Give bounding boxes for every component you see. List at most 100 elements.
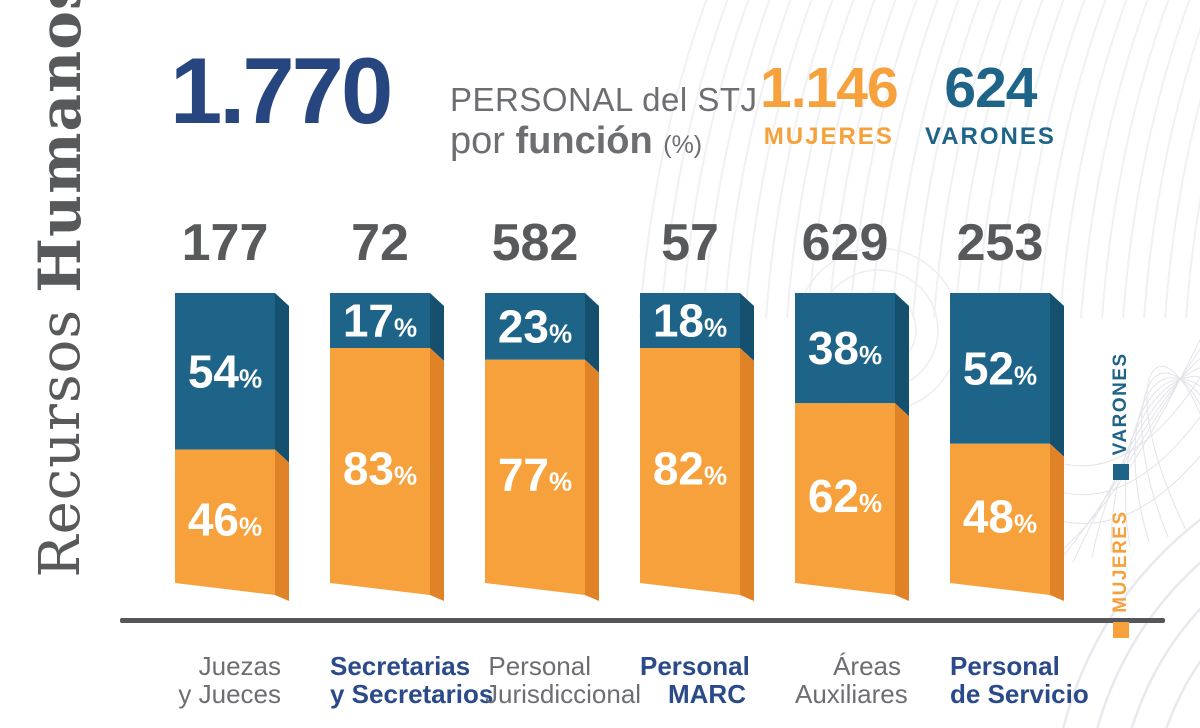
hatch-line [1143,26,1200,319]
mujeres-segment [950,443,1050,595]
stacked-bar: 18%82% [640,293,754,601]
hatch-line [954,0,1023,319]
varones-segment-side [430,293,444,361]
category-label-personal-marc: Personal MARC [640,651,750,708]
hatch-line [702,0,771,319]
hatch-line [1017,0,1086,319]
chart-title-unit: (%) [663,131,703,160]
varones-percent-label: 52% [963,342,1037,394]
bar-total-value: 582 [491,214,579,272]
bar-column-juezas-y-jueces: 177 54% 46% Juezas y Jueces [175,205,290,720]
varones-segment-side [275,293,289,463]
mesh-line [1091,367,1200,558]
mesh-line [1134,377,1200,543]
bar-total-value: 72 [351,214,409,272]
men-total-label: VARONES [925,123,1056,150]
hatch-line [1101,0,1170,319]
hatch-line [1122,0,1191,319]
bar-column-secretarias-y-secretarios: 72 17% 83% Secretarias y Secretarios [330,205,493,720]
varones-segment [485,293,585,360]
mujeres-swatch-icon [1113,621,1129,638]
hatch-line [765,0,834,319]
category-label-secretarias-y-secretarios: Secretarias y Secretarios [330,652,493,708]
varones-segment [950,293,1050,444]
mujeres-segment-side [275,449,289,601]
hatch-line [1080,0,1149,319]
chart-title-block: PERSONAL del STJ por función (%) [450,81,758,164]
hatch-line [870,0,939,319]
hatch-line [807,0,876,319]
mujeres-segment [330,348,430,595]
legend-item-mujeres: MUJERES [1110,510,1132,638]
hatch-line [912,0,981,319]
mujeres-segment-side [585,359,599,601]
category-label-line2: Jurisdiccional [485,679,642,709]
mesh-line [1125,379,1200,548]
chart-legend: MUJERES VARONES [1108,352,1134,638]
mujeres-segment [485,359,585,595]
hatch-line [891,0,960,319]
bar-column-personal-marc: 57 18% 82% Personal MARC [640,205,755,720]
mesh-line [1053,348,1200,568]
varones-segment-side [1050,293,1064,457]
mujeres-segment-side [895,403,909,601]
page-title-vertical: Recursos Humanos [18,0,102,578]
hatch-line [828,0,897,319]
hatch-line [1164,97,1200,319]
women-total-block: 1.146 MUJERES [760,56,899,150]
hatch-line [1185,195,1200,319]
category-label-personal-jurisdiccional: Personal Jurisdiccional [485,651,642,709]
category-label-line1: Personal [488,651,591,681]
hatch-line [1038,0,1107,319]
stacked-bar: 23%77% [485,293,599,601]
mujeres-segment-side [430,348,444,601]
legend-item-varones: VARONES [1110,352,1132,481]
stacked-bar: 17%83% [330,293,444,601]
varones-segment-side [740,293,754,361]
bar-total-value: 629 [801,214,889,272]
varones-segment [330,293,430,348]
varones-segment [175,293,275,450]
stacked-bar: 52%48% [950,293,1064,601]
mujeres-segment-side [740,348,754,601]
page-title-light: Recursos [27,308,93,578]
men-total-value: 624 [944,56,1037,120]
bar-column-personal-jurisdiccional: 582 23% 77% Personal Jurisdiccional [485,205,642,720]
bar-column-personal-de-servicio: 253 52% 48% Personal de Servicio [950,205,1089,720]
category-label-juezas-y-jueces: Juezas y Jueces [175,652,281,708]
hatch-line [681,0,750,319]
hatch-line [723,0,792,319]
varones-swatch-icon [1113,464,1129,481]
chart-title-line2: por función (%) [450,120,758,164]
mesh-line [1146,365,1200,533]
stacked-bar: 54%46% [175,293,289,601]
legend-mujeres-label: MUJERES [1110,510,1131,613]
category-label-line2: y Jueces [178,679,281,709]
women-total-label: MUJERES [763,123,894,150]
stacked-bar: 38%62% [795,293,909,601]
page-title-bold: Humanos [26,0,94,293]
chart-title-funcion: función [515,120,653,163]
category-label-line1: Áreas [833,651,901,681]
bar-total-value: 57 [661,214,719,272]
category-label-line1: Personal [950,651,1060,681]
varones-segment [640,293,740,348]
grand-total-value: 1.770 [170,38,393,143]
category-label-line2: de Servicio [950,679,1089,709]
chart-title-line1: PERSONAL del STJ [450,81,758,118]
category-label-line1: Juezas [198,651,281,681]
hatch-line [1059,0,1128,319]
bar-total-value: 177 [181,214,269,272]
hatch-line [744,0,813,319]
category-label-personal-de-servicio: Personal de Servicio [950,651,1089,709]
category-label-areas-auxiliares: Áreas Auxiliares [795,651,908,708]
mujeres-segment [795,403,895,595]
corner-arc [1184,574,1200,728]
mesh-line [1110,376,1200,553]
varones-segment-side [895,293,909,417]
hatch-line [639,0,708,319]
women-total-value: 1.146 [760,56,899,120]
chart-title-por: por [450,120,505,163]
hatch-line [786,0,855,319]
category-label-line1: Personal [640,651,750,681]
